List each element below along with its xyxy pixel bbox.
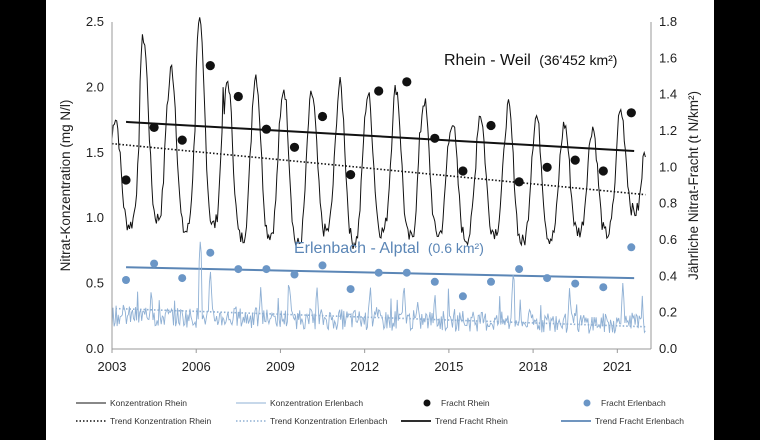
fracht-erlenbach-point xyxy=(543,274,552,283)
legend-label: Trend Konzentration Erlenbach xyxy=(270,416,388,426)
y2-tick-label: 0.0 xyxy=(659,341,677,356)
y-tick-label: 2.5 xyxy=(86,14,104,29)
legend-item: Trend Fracht Erlenbach xyxy=(561,416,684,426)
annotation-erlenbach: Erlenbach - Alptal (0.6 km²) xyxy=(294,240,484,257)
fracht-erlenbach-point xyxy=(346,285,355,294)
x-tick-label: 2006 xyxy=(182,359,211,374)
fracht-rhein-point xyxy=(570,155,580,165)
y-tick-label: 1.5 xyxy=(86,145,104,160)
fracht-rhein-point xyxy=(149,122,159,132)
legend-label: Fracht Erlenbach xyxy=(601,398,666,408)
fracht-erlenbach-point xyxy=(627,243,636,252)
x-tick-label: 2018 xyxy=(519,359,548,374)
legend-item: Trend Konzentration Erlenbach xyxy=(236,416,388,426)
y-tick-label: 1.0 xyxy=(86,210,104,225)
y2-tick-label: 1.8 xyxy=(659,14,677,29)
trend-fracht-rhein-line xyxy=(125,120,635,152)
fracht-rhein-point xyxy=(486,120,496,131)
fracht-erlenbach-point xyxy=(571,279,580,288)
fracht-rhein-point xyxy=(514,177,524,187)
fracht-rhein-point xyxy=(402,77,412,87)
fracht-erlenbach-point xyxy=(262,265,271,274)
fracht-erlenbach-point xyxy=(206,248,215,257)
chart-panel: 0.0 0.5 1.0 1.5 2.0 2.5 0.0 0.2 0.4 0.6 0.8 1.0 1.2 1… xyxy=(46,0,714,440)
axis-layer: 0.0 0.5 1.0 1.5 2.0 2.5 0.0 0.2 0.4 0.6 0.8 1.0 1.2 1… xyxy=(86,14,677,374)
fracht-rhein-point xyxy=(430,133,440,143)
fracht-rhein-point xyxy=(346,170,356,180)
legend-item: Fracht Rhein xyxy=(423,398,490,408)
x-tick-label: 2003 xyxy=(98,359,127,374)
y2-tick-label: 0.2 xyxy=(659,305,677,320)
fracht-rhein-point xyxy=(261,124,271,134)
fracht-erlenbach-point xyxy=(458,292,467,301)
annotation-erlenbach-name: Erlenbach - Alptal xyxy=(294,240,419,257)
x-tick-label: 2009 xyxy=(266,359,295,374)
fracht-erlenbach-point xyxy=(487,277,495,286)
fracht-rhein-point xyxy=(289,142,300,152)
y2-tick-label: 1.6 xyxy=(659,50,677,65)
y-tick-label: 0.5 xyxy=(86,276,104,291)
fracht-erlenbach-point xyxy=(402,268,411,277)
series-layer xyxy=(111,17,646,334)
fracht-erlenbach-point xyxy=(318,261,327,270)
legend-label: Trend Fracht Rhein xyxy=(435,416,508,426)
annotation-rhein-area: (36'452 km²) xyxy=(539,52,617,68)
y2-axis-label: Jährliche Nitrat-Fracht (t N/km²) xyxy=(686,91,701,280)
fracht-erlenbach-point xyxy=(430,277,439,286)
legend-label: Fracht Rhein xyxy=(441,398,490,408)
fracht-erlenbach-point xyxy=(599,283,608,292)
legend-item: Fracht Erlenbach xyxy=(583,398,666,408)
legend-item: Trend Konzentration Rhein xyxy=(76,416,212,426)
fracht-rhein-point xyxy=(317,111,328,122)
fracht-erlenbach-point xyxy=(122,276,130,284)
fracht-rhein-point xyxy=(205,61,215,71)
y2-tick-label: 1.2 xyxy=(659,123,677,138)
fracht-rhein-point xyxy=(542,162,552,172)
legend-marker xyxy=(583,399,591,407)
legend-label: Konzentration Erlenbach xyxy=(270,398,363,408)
y2-tick-label: 0.6 xyxy=(659,232,677,247)
annotation-rhein: Rhein - Weil (36'452 km²) xyxy=(444,52,617,69)
legend-item: Konzentration Erlenbach xyxy=(236,398,363,408)
fracht-rhein-point xyxy=(458,166,468,176)
fracht-erlenbach-point xyxy=(178,274,187,283)
legend-label: Trend Konzentration Rhein xyxy=(110,416,212,426)
x-tick-label: 2021 xyxy=(603,359,632,374)
legend: Konzentration Rhein Konzentration Erlenba… xyxy=(76,398,684,426)
legend-label: Konzentration Rhein xyxy=(110,398,187,408)
fracht-rhein-point xyxy=(121,175,131,185)
y-axis-label: Nitrat-Konzentration (mg N/l) xyxy=(58,100,73,272)
fracht-rhein-point xyxy=(598,166,608,176)
konzentration-rhein-line xyxy=(111,17,646,249)
fracht-rhein-point xyxy=(233,91,243,102)
legend-marker xyxy=(423,399,431,407)
y-tick-label: 0.0 xyxy=(86,341,104,356)
fracht-rhein-point xyxy=(374,86,384,96)
fracht-erlenbach-point xyxy=(290,270,299,279)
y2-tick-label: 1.0 xyxy=(659,159,677,174)
legend-item: Konzentration Rhein xyxy=(76,398,187,408)
fracht-erlenbach-point xyxy=(234,265,243,274)
konzentration-erlenbach-line xyxy=(111,241,646,334)
y2-tick-label: 1.4 xyxy=(659,87,677,102)
x-tick-label: 2015 xyxy=(434,359,463,374)
y-tick-label: 2.0 xyxy=(86,79,104,94)
nitrate-chart: 0.0 0.5 1.0 1.5 2.0 2.5 0.0 0.2 0.4 0.6 0.8 1.0 1.2 1… xyxy=(58,14,701,426)
annotation-rhein-name: Rhein - Weil xyxy=(444,52,531,69)
legend-item: Trend Fracht Rhein xyxy=(401,416,508,426)
x-tick-label: 2012 xyxy=(350,359,379,374)
fracht-erlenbach-point xyxy=(374,268,383,277)
y2-tick-label: 0.4 xyxy=(659,268,677,283)
fracht-erlenbach-point xyxy=(150,259,159,268)
annotation-erlenbach-area: (0.6 km²) xyxy=(428,240,484,256)
fracht-rhein-point xyxy=(177,135,187,145)
y2-tick-label: 0.8 xyxy=(659,196,677,211)
fracht-rhein-point xyxy=(626,108,636,118)
fracht-erlenbach-point xyxy=(515,265,524,274)
legend-label: Trend Fracht Erlenbach xyxy=(595,416,684,426)
